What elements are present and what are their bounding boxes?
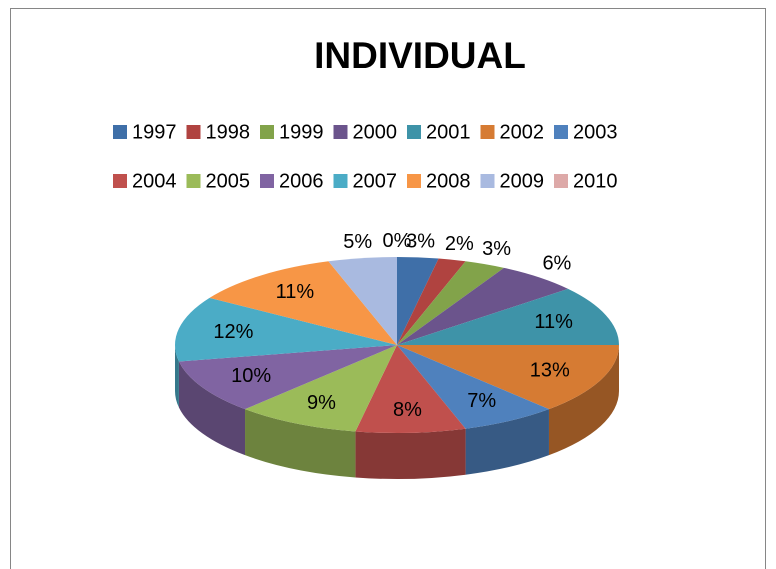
slice-side	[175, 345, 179, 408]
legend-label: 2002	[500, 121, 545, 143]
slice	[397, 261, 504, 345]
legend-label: 1999	[279, 121, 324, 143]
legend-label: 2000	[353, 121, 398, 143]
legend-swatch	[333, 174, 348, 188]
slice-side	[178, 361, 246, 456]
data-label: 3%	[406, 230, 435, 252]
slice	[328, 257, 397, 345]
legend-swatch	[480, 125, 495, 139]
slice	[397, 258, 466, 345]
legend-swatch	[113, 125, 127, 139]
slice	[397, 288, 619, 345]
data-label: 5%	[343, 231, 372, 253]
slice	[397, 267, 569, 345]
chart-title: INDIVIDUAL	[314, 35, 526, 76]
data-label: 8%	[393, 399, 422, 421]
legend-label: 1997	[132, 121, 177, 143]
data-label: 6%	[542, 253, 571, 275]
legend-swatch	[554, 125, 568, 139]
legend-label: 2008	[426, 170, 471, 192]
slice-side	[465, 409, 549, 475]
legend-label: 2003	[573, 121, 618, 143]
legend-label: 1998	[206, 121, 251, 143]
data-label: 12%	[213, 321, 253, 343]
data-label: 9%	[307, 392, 336, 414]
legend-swatch	[554, 174, 568, 188]
legend-label: 2007	[353, 170, 398, 192]
legend-swatch	[186, 174, 201, 188]
legend-swatch	[113, 174, 127, 188]
slice-side	[355, 428, 466, 479]
legend-swatch	[260, 125, 274, 139]
data-label: 3%	[482, 238, 511, 260]
slice	[355, 345, 466, 434]
legend-label: 2005	[206, 170, 251, 192]
data-label: 13%	[530, 359, 570, 381]
slice	[397, 345, 549, 429]
legend-swatch	[480, 174, 495, 188]
slice	[175, 297, 397, 362]
slice	[245, 345, 397, 432]
slice	[178, 345, 397, 410]
slice	[397, 345, 619, 410]
legend-swatch	[186, 125, 201, 139]
legend-label: 2010	[573, 170, 618, 192]
legend-label: 2006	[279, 170, 324, 192]
data-label: 7%	[467, 390, 496, 412]
slice-side	[548, 345, 619, 456]
data-label: 0%	[383, 230, 412, 252]
data-label: 2%	[445, 233, 474, 255]
slice-side	[245, 409, 356, 478]
slice	[209, 261, 397, 345]
legend-swatch	[260, 174, 274, 188]
legend-label: 2004	[132, 170, 177, 192]
legend-label: 2001	[426, 121, 471, 143]
legend-swatch	[407, 174, 421, 188]
data-label: 11%	[276, 281, 315, 303]
legend-swatch	[333, 125, 348, 139]
legend-swatch	[407, 125, 421, 139]
slice	[397, 257, 439, 345]
legend-label: 2009	[500, 170, 545, 192]
data-label: 10%	[231, 365, 271, 387]
data-label: 11%	[534, 311, 573, 333]
